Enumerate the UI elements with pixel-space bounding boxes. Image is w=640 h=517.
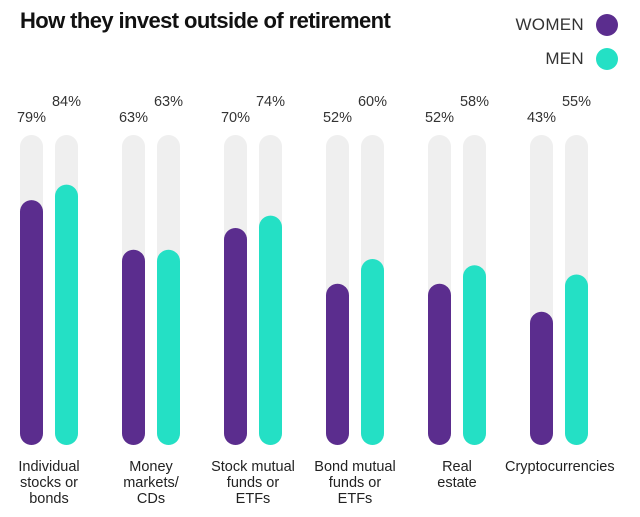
bar-men-0 [55, 184, 78, 445]
bar-men-1 [157, 249, 180, 445]
bar-women-1 [122, 249, 145, 445]
value-label-women-1: 63% [119, 110, 148, 126]
category-label-line: Stock mutual [211, 459, 295, 475]
category-label-2: Stock mutual funds or ETFs [199, 459, 307, 507]
value-label-men-0: 84% [52, 94, 81, 110]
category-label-line: ETFs [337, 491, 373, 507]
bar-men-2 [259, 215, 282, 445]
legend-women: WOMEN [515, 12, 618, 38]
value-label-women-3: 52% [323, 110, 352, 126]
legend-men-label: MEN [545, 49, 584, 68]
category-label-line: Cryptocurrencies [505, 459, 615, 475]
value-label-women-4: 52% [425, 110, 454, 126]
category-label-line: Individual [18, 459, 80, 475]
bar-women-4 [428, 283, 451, 445]
bar-women-3 [326, 283, 349, 445]
category-label-line: CDs [136, 491, 166, 507]
category-label-line: stocks or [19, 475, 78, 491]
category-label-line: Real [442, 459, 472, 475]
category-label-line: funds or [226, 475, 280, 491]
bar-women-5 [530, 311, 553, 445]
legend-women-swatch [596, 14, 618, 36]
legend-men: MEN [545, 46, 618, 72]
value-label-men-3: 60% [358, 94, 387, 110]
category-label-4: Real estate [403, 459, 511, 491]
category-label-3: Bond mutual funds or ETFs [301, 459, 409, 507]
category-label-line: estate [437, 475, 477, 491]
category-label-5: Cryptocurrencies [505, 459, 615, 475]
category-label-line: bonds [29, 491, 69, 507]
category-label-0: Individual stocks or bonds [0, 459, 103, 507]
category-label-line: ETFs [235, 491, 271, 507]
chart-title: How they invest outside of retirement [20, 8, 391, 33]
legend-women-label: WOMEN [515, 15, 584, 34]
value-label-men-1: 63% [154, 94, 183, 110]
legend-men-swatch [596, 48, 618, 70]
value-label-men-4: 58% [460, 94, 489, 110]
bar-men-3 [361, 259, 384, 445]
bar-men-5 [565, 274, 588, 445]
value-label-men-2: 74% [256, 94, 285, 110]
category-label-line: funds or [328, 475, 382, 491]
category-label-1: Money markets/CDs [97, 459, 205, 507]
bar-women-2 [224, 228, 247, 445]
value-label-men-5: 55% [562, 94, 591, 110]
category-label-line: Bond mutual [314, 459, 396, 475]
bar-men-4 [463, 265, 486, 445]
bar-women-0 [20, 200, 43, 445]
category-label-line: Money [129, 459, 173, 475]
category-label-line: markets/ [123, 475, 179, 491]
value-label-women-2: 70% [221, 110, 250, 126]
value-label-women-0: 79% [17, 110, 46, 126]
value-label-women-5: 43% [527, 110, 556, 126]
